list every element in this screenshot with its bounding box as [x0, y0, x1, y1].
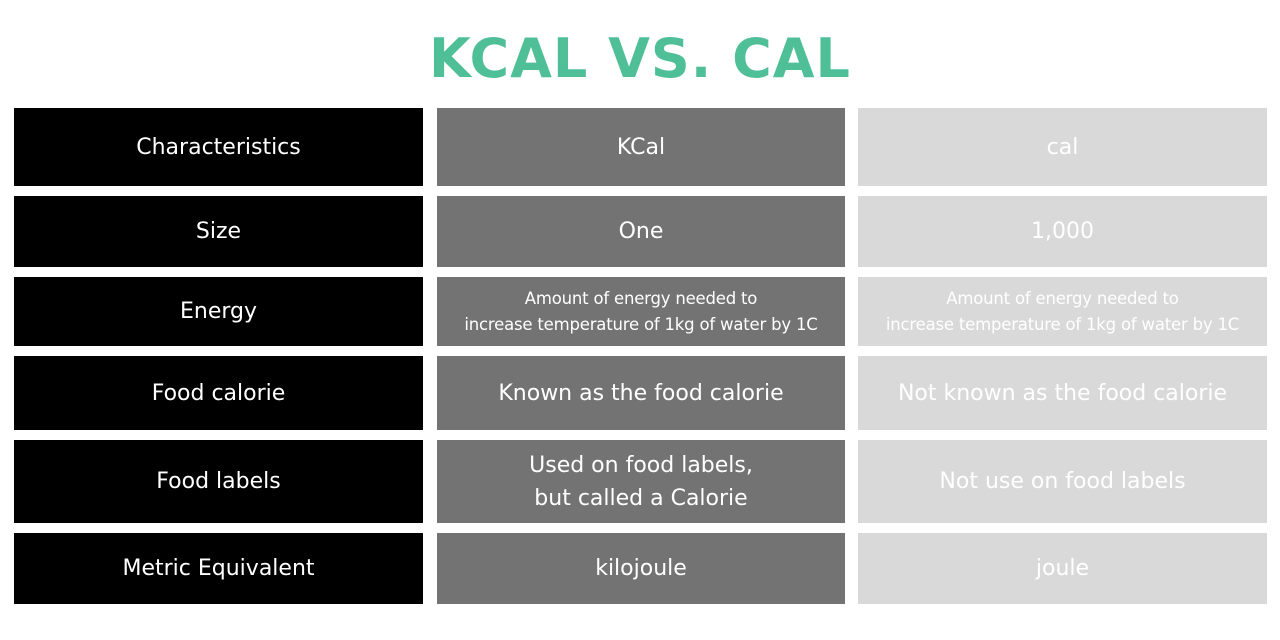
header-kcal-label: KCal [616, 134, 666, 160]
row-energy-label: Energy [14, 277, 423, 346]
cal-value: 1,000 [1031, 219, 1094, 244]
kcal-value: kilojoule [595, 556, 687, 581]
page-title: KCAL VS. CAL [429, 27, 851, 90]
kcal-value: Used on food labels, but called a Calori… [529, 452, 753, 511]
row-metric-equivalent-cal: joule [858, 533, 1267, 604]
row-food-labels-kcal: Used on food labels, but called a Calori… [437, 440, 845, 523]
header-cal-label: cal [1046, 134, 1079, 160]
row-label-text: Food calorie [151, 380, 286, 406]
row-label-text: Food labels [156, 469, 281, 494]
row-size-cal: 1,000 [858, 196, 1267, 267]
row-label-text: Size [195, 219, 242, 244]
header-characteristics: Characteristics [14, 108, 423, 186]
kcal-value: Known as the food calorie [498, 380, 784, 406]
row-food-calorie-kcal: Known as the food calorie [437, 356, 845, 430]
header-kcal: KCal [437, 108, 845, 186]
cal-value: Amount of energy needed to increase temp… [885, 288, 1240, 334]
row-label-text: Energy [179, 299, 258, 324]
cal-value: Not use on food labels [939, 469, 1186, 494]
row-energy-kcal: Amount of energy needed to increase temp… [437, 277, 845, 346]
row-size-label: Size [14, 196, 423, 267]
kcal-value: Amount of energy needed to increase temp… [464, 288, 818, 334]
row-metric-equivalent-kcal: kilojoule [437, 533, 845, 604]
cal-value: joule [1035, 556, 1090, 581]
row-food-calorie-cal: Not known as the food calorie [858, 356, 1267, 430]
row-label-text: Metric Equivalent [122, 556, 315, 581]
row-energy-cal: Amount of energy needed to increase temp… [858, 277, 1267, 346]
row-food-labels-cal: Not use on food labels [858, 440, 1267, 523]
row-food-calorie-label: Food calorie [14, 356, 423, 430]
row-metric-equivalent-label: Metric Equivalent [14, 533, 423, 604]
row-size-kcal: One [437, 196, 845, 267]
row-food-labels-label: Food labels [14, 440, 423, 523]
header-cal: cal [858, 108, 1267, 186]
kcal-value: One [618, 219, 664, 244]
header-characteristics-label: Characteristics [136, 134, 301, 160]
cal-value: Not known as the food calorie [897, 380, 1228, 406]
